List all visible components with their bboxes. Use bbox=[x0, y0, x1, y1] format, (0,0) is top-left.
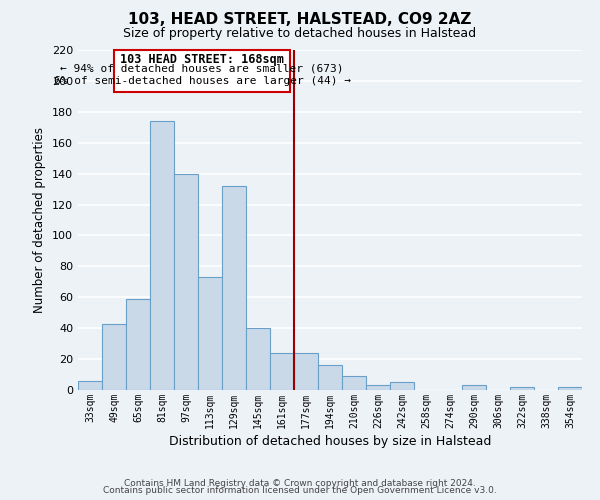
Bar bbox=[558, 387, 582, 390]
Text: 103, HEAD STREET, HALSTEAD, CO9 2AZ: 103, HEAD STREET, HALSTEAD, CO9 2AZ bbox=[128, 12, 472, 28]
Text: Contains HM Land Registry data © Crown copyright and database right 2024.: Contains HM Land Registry data © Crown c… bbox=[124, 478, 476, 488]
Bar bbox=[222, 186, 246, 390]
Bar bbox=[366, 386, 390, 390]
Bar bbox=[126, 299, 150, 390]
Bar bbox=[174, 174, 198, 390]
Bar bbox=[78, 380, 102, 390]
Bar bbox=[510, 387, 534, 390]
Text: 6% of semi-detached houses are larger (44) →: 6% of semi-detached houses are larger (4… bbox=[53, 76, 350, 86]
Bar bbox=[462, 386, 486, 390]
Text: ← 94% of detached houses are smaller (673): ← 94% of detached houses are smaller (67… bbox=[61, 64, 344, 74]
Y-axis label: Number of detached properties: Number of detached properties bbox=[34, 127, 46, 313]
Text: 103 HEAD STREET: 168sqm: 103 HEAD STREET: 168sqm bbox=[120, 53, 284, 66]
Bar bbox=[246, 328, 270, 390]
Bar bbox=[198, 277, 222, 390]
Bar bbox=[102, 324, 126, 390]
Bar bbox=[270, 353, 294, 390]
Bar bbox=[294, 353, 318, 390]
X-axis label: Distribution of detached houses by size in Halstead: Distribution of detached houses by size … bbox=[169, 435, 491, 448]
Text: Size of property relative to detached houses in Halstead: Size of property relative to detached ho… bbox=[124, 28, 476, 40]
Bar bbox=[342, 376, 366, 390]
Bar bbox=[390, 382, 414, 390]
Text: Contains public sector information licensed under the Open Government Licence v3: Contains public sector information licen… bbox=[103, 486, 497, 495]
FancyBboxPatch shape bbox=[114, 50, 290, 92]
Bar bbox=[150, 121, 174, 390]
Bar bbox=[318, 366, 342, 390]
